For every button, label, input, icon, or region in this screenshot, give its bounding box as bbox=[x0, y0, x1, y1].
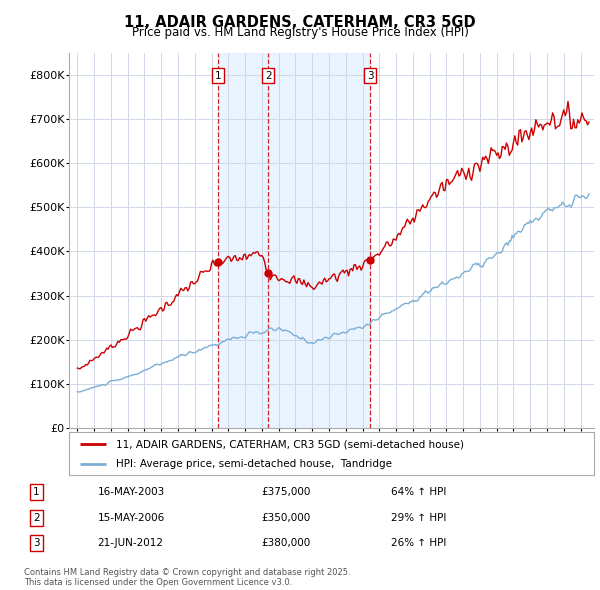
Text: 3: 3 bbox=[367, 71, 374, 81]
Text: £380,000: £380,000 bbox=[261, 538, 310, 548]
Text: Contains HM Land Registry data © Crown copyright and database right 2025.
This d: Contains HM Land Registry data © Crown c… bbox=[24, 568, 350, 587]
Text: 16-MAY-2003: 16-MAY-2003 bbox=[97, 487, 164, 497]
Text: 3: 3 bbox=[33, 538, 40, 548]
Text: 1: 1 bbox=[214, 71, 221, 81]
Text: 1: 1 bbox=[33, 487, 40, 497]
Text: 2: 2 bbox=[265, 71, 271, 81]
Text: 21-JUN-2012: 21-JUN-2012 bbox=[97, 538, 163, 548]
Text: 11, ADAIR GARDENS, CATERHAM, CR3 5GD (semi-detached house): 11, ADAIR GARDENS, CATERHAM, CR3 5GD (se… bbox=[116, 440, 464, 450]
Bar bbox=[218, 53, 370, 428]
Text: 11, ADAIR GARDENS, CATERHAM, CR3 5GD: 11, ADAIR GARDENS, CATERHAM, CR3 5GD bbox=[124, 15, 476, 30]
Text: 2: 2 bbox=[33, 513, 40, 523]
Text: 15-MAY-2006: 15-MAY-2006 bbox=[97, 513, 164, 523]
Text: 64% ↑ HPI: 64% ↑ HPI bbox=[391, 487, 446, 497]
Text: 29% ↑ HPI: 29% ↑ HPI bbox=[391, 513, 446, 523]
Text: £375,000: £375,000 bbox=[261, 487, 310, 497]
Text: £350,000: £350,000 bbox=[261, 513, 310, 523]
Text: HPI: Average price, semi-detached house,  Tandridge: HPI: Average price, semi-detached house,… bbox=[116, 460, 392, 469]
Text: Price paid vs. HM Land Registry's House Price Index (HPI): Price paid vs. HM Land Registry's House … bbox=[131, 26, 469, 39]
Text: 26% ↑ HPI: 26% ↑ HPI bbox=[391, 538, 446, 548]
